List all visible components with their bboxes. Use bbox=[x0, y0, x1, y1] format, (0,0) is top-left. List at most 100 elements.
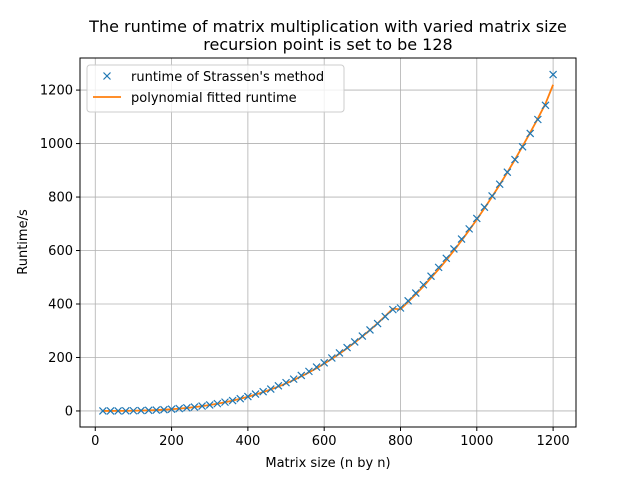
marker-stroke bbox=[327, 354, 336, 362]
marker-stroke bbox=[205, 400, 214, 409]
marker-stroke bbox=[304, 367, 313, 376]
marker-stroke bbox=[373, 319, 382, 328]
data-point-marker bbox=[205, 400, 214, 409]
marker-stroke bbox=[343, 343, 352, 352]
data-point-marker bbox=[411, 289, 420, 297]
marker-stroke bbox=[236, 394, 245, 403]
data-point-marker bbox=[243, 392, 252, 401]
data-point-marker bbox=[526, 129, 535, 138]
marker-stroke bbox=[274, 381, 283, 390]
data-point-marker bbox=[320, 358, 329, 367]
marker-stroke bbox=[167, 405, 176, 414]
chart-title: The runtime of matrix multiplication wit… bbox=[88, 17, 567, 36]
marker-stroke bbox=[381, 312, 390, 321]
data-point-marker bbox=[251, 390, 260, 399]
marker-stroke bbox=[137, 406, 145, 415]
marker-stroke bbox=[541, 101, 550, 110]
x-axis-label: Matrix size (n by n) bbox=[265, 456, 390, 471]
marker-stroke bbox=[549, 70, 558, 79]
marker-stroke bbox=[396, 304, 405, 312]
data-point-marker bbox=[427, 272, 435, 281]
data-point-marker bbox=[228, 396, 237, 405]
chart-subtitle: recursion point is set to be 128 bbox=[203, 35, 452, 54]
legend-marker-stroke bbox=[103, 72, 111, 80]
data-point-marker bbox=[511, 155, 519, 164]
data-point-marker bbox=[129, 406, 138, 415]
marker-stroke bbox=[175, 404, 184, 413]
x-tick-label: 800 bbox=[388, 434, 413, 449]
marker-stroke bbox=[320, 358, 329, 367]
data-point-marker bbox=[137, 406, 145, 415]
data-point-marker bbox=[373, 319, 382, 328]
data-point-marker bbox=[236, 394, 245, 403]
x-tick-label: 0 bbox=[91, 434, 99, 449]
data-point-marker bbox=[472, 214, 481, 223]
marker-stroke bbox=[411, 289, 420, 297]
marker-stroke bbox=[511, 155, 519, 164]
legend: runtime of Strassen's method polynomial … bbox=[86, 64, 345, 113]
data-point-marker bbox=[549, 70, 558, 79]
marker-stroke bbox=[251, 390, 260, 399]
data-point-marker bbox=[449, 244, 458, 253]
data-point-marker bbox=[465, 224, 474, 233]
data-point-marker bbox=[396, 304, 405, 312]
plot-frame bbox=[79, 57, 577, 428]
x-axis-ticks: 0 200 400 600 800 1000 1200 bbox=[91, 427, 570, 449]
legend-box bbox=[86, 64, 345, 113]
data-point-marker bbox=[304, 367, 313, 376]
data-point-marker bbox=[343, 343, 352, 352]
marker-stroke bbox=[98, 407, 107, 415]
marker-stroke bbox=[121, 406, 130, 415]
marker-stroke bbox=[243, 392, 252, 401]
data-point-marker bbox=[381, 312, 390, 321]
marker-stroke bbox=[282, 378, 290, 387]
data-point-marker bbox=[350, 338, 359, 346]
y-tick-label: 400 bbox=[48, 298, 73, 313]
y-tick-label: 0 bbox=[65, 404, 73, 419]
marker-stroke bbox=[442, 254, 451, 263]
marker-stroke bbox=[198, 402, 207, 410]
marker-stroke bbox=[495, 180, 504, 189]
marker-series bbox=[98, 70, 558, 415]
marker-stroke bbox=[457, 235, 466, 243]
data-point-marker bbox=[419, 280, 428, 289]
y-axis-ticks: 0 200 400 600 800 1000 1200 bbox=[40, 84, 80, 419]
marker-stroke bbox=[465, 224, 474, 233]
y-tick-label: 200 bbox=[48, 351, 73, 366]
marker-stroke bbox=[289, 375, 298, 384]
marker-stroke bbox=[259, 387, 268, 396]
data-point-marker bbox=[297, 371, 306, 380]
marker-stroke bbox=[533, 115, 542, 124]
marker-stroke bbox=[114, 406, 123, 415]
marker-stroke bbox=[503, 168, 512, 177]
data-point-marker bbox=[434, 263, 443, 272]
data-point-marker bbox=[518, 142, 527, 151]
data-point-marker bbox=[541, 101, 550, 110]
marker-stroke bbox=[472, 214, 481, 223]
marker-stroke bbox=[213, 399, 222, 408]
data-point-marker bbox=[289, 375, 298, 384]
marker-stroke bbox=[190, 403, 199, 411]
data-point-marker bbox=[533, 115, 542, 124]
data-point-marker bbox=[198, 402, 207, 410]
x-tick-label: 600 bbox=[312, 434, 337, 449]
y-tick-label: 1000 bbox=[40, 137, 73, 152]
data-point-marker bbox=[495, 180, 504, 189]
y-tick-label: 600 bbox=[48, 244, 73, 259]
data-point-marker bbox=[259, 387, 268, 396]
marker-stroke bbox=[488, 192, 496, 200]
marker-stroke bbox=[221, 398, 229, 407]
data-point-marker bbox=[160, 405, 168, 414]
data-point-marker bbox=[221, 398, 229, 407]
data-point-marker bbox=[190, 403, 199, 411]
marker-stroke bbox=[312, 363, 321, 372]
data-point-marker bbox=[114, 406, 123, 415]
data-point-marker bbox=[457, 235, 466, 243]
marker-stroke bbox=[266, 385, 275, 393]
data-point-marker bbox=[152, 406, 161, 414]
marker-stroke bbox=[152, 406, 161, 414]
data-point-marker bbox=[213, 399, 222, 408]
x-tick-label: 200 bbox=[159, 434, 184, 449]
y-tick-label: 800 bbox=[48, 191, 73, 206]
